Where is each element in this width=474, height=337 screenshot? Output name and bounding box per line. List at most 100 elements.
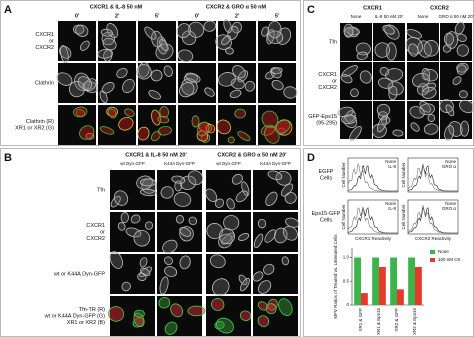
legend-label: None [445,201,456,206]
micrograph [206,170,251,210]
cell-shape [218,72,236,87]
cell-shape [257,315,270,327]
histogram-curve [407,163,458,192]
cell-shape [79,125,95,140]
bar [408,257,415,305]
cell-shape [270,67,283,75]
cell-shape [187,170,204,186]
cell-shape [139,257,148,268]
cell-shape [341,65,358,77]
cell-shape [261,110,279,129]
panel-letter: D [307,152,315,164]
group-title: CXCR1 & IL-8 50 nM [90,4,143,10]
row-label: Tfn-TR (R) [79,307,105,313]
cell-shape [215,198,225,208]
cell-shape [271,79,284,91]
cell-shape [171,175,186,184]
legend-label: GRO α [442,206,457,211]
column-label: wt Dyn-GFP [120,161,145,166]
cell-shape [124,108,135,117]
row-label: GFP-Eps15 [308,114,337,120]
histogram-frame [347,199,399,235]
cell-shape [458,90,468,99]
cell-shape [159,106,170,118]
cell-shape [175,214,184,224]
histogram-curve [347,207,398,234]
cell-shape [205,188,218,203]
micrograph [440,101,472,139]
cell-shape [170,303,184,318]
bar [390,257,397,305]
cell-shape [445,104,455,117]
cell-shape [264,229,277,243]
cell-shape [130,214,141,224]
micrograph [206,212,251,252]
row-label: Cells [320,218,332,224]
cell-shape [456,33,467,43]
cell-shape [79,40,90,51]
cell-shape [206,222,223,240]
cell-shape [276,27,292,45]
column-label: None [351,14,362,19]
cell-shape [379,67,390,76]
cell-shape [159,276,169,295]
row-label: or [49,38,54,44]
row-label: Cells [320,176,332,182]
legend-label: None [445,159,456,164]
row-label: CXCR2 [86,236,105,242]
cell-shape [408,43,419,57]
cell-shape [350,88,359,98]
cell-shape [117,222,126,231]
cell-shape [263,263,275,275]
cell-shape [148,90,161,100]
column-label: GRO α 50 nM 20' [439,14,474,19]
column-label: wt Dyn-GFP [216,161,241,166]
cell-shape [237,131,251,141]
cell-shape [113,190,129,206]
axis-label: CXCR2 Reactivity [415,236,452,241]
panel-letter: C [307,4,315,16]
cell-shape [125,227,142,238]
x-tick-label: XR1 & GFP [358,308,363,332]
cell-shape [229,89,242,99]
cell-shape [191,115,200,128]
column-label: None [418,14,429,19]
column-label: 0' [75,13,80,19]
cell-shape [97,48,114,59]
bar [361,293,368,305]
cell-shape [410,122,420,132]
cell-shape [162,239,178,254]
cell-shape [209,254,226,269]
cell-shape [275,170,292,186]
row-label: wt or K44A Dyn-GFP [53,271,105,277]
cell-shape [157,115,170,124]
micrograph [138,63,176,103]
row-label: CXCR2 [318,85,337,91]
cell-shape [164,266,178,277]
panel-frame [0,0,301,146]
x-tick-label: XR2 & GFP [394,308,399,332]
cell-shape [356,51,369,60]
cell-shape [381,116,391,125]
row-label: Tfn [329,39,337,45]
cell-shape [107,306,125,322]
cell-shape [85,132,95,140]
cell-shape [144,26,157,40]
cell-shape [392,129,404,137]
axis-label: Cell Number [401,162,406,188]
cell-shape [257,218,267,229]
cell-shape [275,119,291,134]
cell-shape [116,67,128,79]
histogram-frame [347,157,399,193]
bar [397,289,404,305]
cell-shape [211,278,230,296]
cell-shape [270,67,282,79]
bar [415,267,422,305]
cell-shape [232,65,246,79]
cell-shape [359,70,372,84]
cell-shape [456,44,469,57]
x-tick-label: XR2 & Eps15 [412,308,417,336]
cell-shape [282,225,298,241]
legend-label: None [385,201,396,206]
cell-shape [427,114,436,122]
